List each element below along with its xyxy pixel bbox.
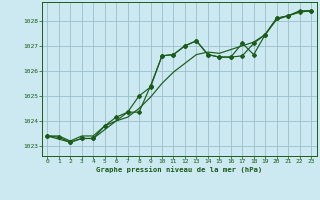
X-axis label: Graphe pression niveau de la mer (hPa): Graphe pression niveau de la mer (hPa) — [96, 166, 262, 173]
